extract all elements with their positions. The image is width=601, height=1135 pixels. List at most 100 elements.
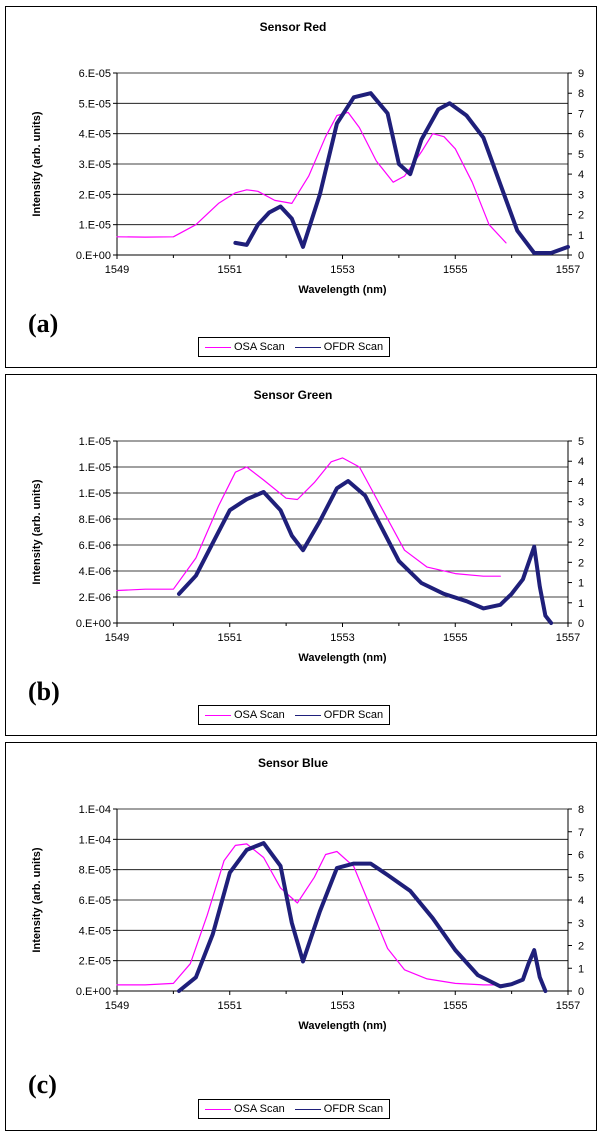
y2-tick-label: 3	[578, 497, 584, 509]
y-tick-label: 2.E-06	[79, 592, 111, 604]
legend-swatch-osa	[205, 714, 231, 716]
chart-title: Sensor Blue	[258, 756, 328, 770]
y2-tick-label: 2	[578, 537, 584, 549]
legend: OSA Scan OFDR Scan	[198, 1099, 391, 1119]
legend-item-osa: OSA Scan	[205, 709, 285, 721]
y2-tick-label: 0	[578, 250, 584, 262]
y-tick-label: 0.E+00	[76, 618, 111, 630]
y-axis-label: Intensity (arb. units)	[31, 479, 43, 584]
panel-letter: (c)	[28, 1070, 57, 1099]
y-tick-label: 6.E-05	[79, 895, 111, 907]
legend-item-ofdr: OFDR Scan	[294, 1103, 384, 1115]
legend-label-ofdr: OFDR Scan	[323, 1103, 384, 1115]
legend-label-ofdr: OFDR Scan	[323, 709, 384, 721]
y2-tick-label: 0	[578, 986, 584, 998]
x-tick-label: 1553	[330, 264, 354, 276]
legend-item-ofdr: OFDR Scan	[294, 709, 384, 721]
y-tick-label: 6.E-06	[79, 540, 111, 552]
panel-sensor-blue: Sensor Blue 0.E+00 2.E-05 4.E-05 6.E-05 8.E-0…	[5, 742, 597, 1131]
y2-tick-label: 2	[578, 210, 584, 222]
y2-tick-label: 3	[578, 517, 584, 529]
x-tick-label: 1557	[556, 632, 580, 644]
y-tick-label: 4.E-05	[79, 129, 111, 141]
x-axis-label: Wavelength (nm)	[298, 1020, 387, 1032]
chart-title: Sensor Green	[254, 388, 333, 402]
legend-item-ofdr: OFDR Scan	[294, 341, 384, 353]
y-tick-label: 4.E-05	[79, 925, 111, 937]
y2-tick-label: 4	[578, 476, 584, 488]
y2-tick-label: 8	[578, 804, 584, 816]
y2-tick-label: 1	[578, 963, 584, 975]
y-tick-label: 5.E-05	[79, 98, 111, 110]
y-tick-label: 1.E-05	[79, 220, 111, 232]
y2-tick-label: 6	[578, 129, 584, 141]
legend: OSA Scan OFDR Scan	[198, 337, 391, 357]
chart-sensor-red: Sensor Red 0.E+00 1.E-05 2.E-05 3.E-05 4.E-05…	[31, 20, 584, 296]
legend-swatch-ofdr	[294, 714, 321, 716]
y2-tick-label: 9	[578, 68, 584, 80]
panel-sensor-green: Sensor Green 0.E+00 2.E-06 4.E-06 6.E-06 8.E-…	[5, 374, 597, 736]
legend-label-ofdr: OFDR Scan	[323, 341, 384, 353]
y-tick-label: 1.E-04	[79, 804, 111, 816]
chart-sensor-green: Sensor Green 0.E+00 2.E-06 4.E-06 6.E-06 8.E-…	[31, 388, 584, 664]
x-axis-label: Wavelength (nm)	[298, 652, 387, 664]
y-tick-label: 3.E-05	[79, 159, 111, 171]
y2-tick-label: 0	[578, 618, 584, 630]
legend-label-osa: OSA Scan	[234, 1103, 285, 1115]
y-tick-label: 4.E-06	[79, 566, 111, 578]
x-tick-label: 1555	[443, 632, 467, 644]
y2-tick-label: 4	[578, 169, 584, 181]
y-tick-label: 0.E+00	[76, 986, 111, 998]
series-line-ofdr	[233, 91, 570, 255]
y-tick-label: 8.E-05	[79, 865, 111, 877]
y-tick-label: 1.E-05	[79, 436, 111, 448]
y-tick-label: 2.E-05	[79, 956, 111, 968]
y2-tick-label: 3	[578, 189, 584, 201]
y-tick-label: 0.E+00	[76, 250, 111, 262]
x-tick-label: 1551	[218, 632, 242, 644]
panel-letter: (a)	[28, 309, 59, 338]
x-tick-label: 1551	[218, 264, 242, 276]
y2-tick-label: 4	[578, 456, 584, 468]
y-axis-label: Intensity (arb. units)	[31, 847, 43, 952]
series-line-osa	[116, 843, 507, 986]
y-tick-label: 2.E-05	[79, 189, 111, 201]
legend: OSA Scan OFDR Scan	[198, 705, 391, 725]
series-line-ofdr	[177, 841, 548, 993]
series-line-ofdr	[177, 479, 554, 625]
x-tick-label: 1557	[556, 264, 580, 276]
x-tick-label: 1557	[556, 1000, 580, 1012]
x-tick-label: 1553	[330, 1000, 354, 1012]
series-line-osa	[116, 111, 507, 244]
x-tick-label: 1549	[105, 1000, 129, 1012]
legend-label-osa: OSA Scan	[234, 341, 285, 353]
legend-item-osa: OSA Scan	[205, 341, 285, 353]
y2-tick-label: 2	[578, 557, 584, 569]
y2-tick-label: 3	[578, 918, 584, 930]
y2-tick-label: 8	[578, 88, 584, 100]
series-line-osa	[116, 457, 501, 592]
panel-sensor-red: Sensor Red 0.E+00 1.E-05 2.E-05 3.E-05 4.E-05…	[5, 6, 597, 368]
x-tick-label: 1553	[330, 632, 354, 644]
legend-label-osa: OSA Scan	[234, 709, 285, 721]
y-tick-label: 1.E-04	[79, 834, 111, 846]
chart-title: Sensor Red	[260, 20, 327, 34]
x-tick-label: 1549	[105, 632, 129, 644]
y-tick-label: 8.E-06	[79, 514, 111, 526]
y2-tick-label: 5	[578, 436, 584, 448]
legend-swatch-ofdr	[294, 346, 321, 348]
y2-tick-label: 1	[578, 598, 584, 610]
legend-swatch-osa	[205, 346, 231, 348]
y2-tick-label: 1	[578, 230, 584, 242]
y2-tick-label: 2	[578, 941, 584, 953]
x-tick-label: 1551	[218, 1000, 242, 1012]
x-axis-label: Wavelength (nm)	[298, 284, 387, 296]
panel-letter: (b)	[28, 677, 60, 706]
y2-tick-label: 1	[578, 578, 584, 590]
y2-tick-label: 5	[578, 872, 584, 884]
x-tick-label: 1555	[443, 264, 467, 276]
y-axis-label: Intensity (arb. units)	[31, 111, 43, 216]
y2-tick-label: 4	[578, 895, 584, 907]
y2-tick-label: 6	[578, 850, 584, 862]
y2-tick-label: 7	[578, 108, 584, 120]
